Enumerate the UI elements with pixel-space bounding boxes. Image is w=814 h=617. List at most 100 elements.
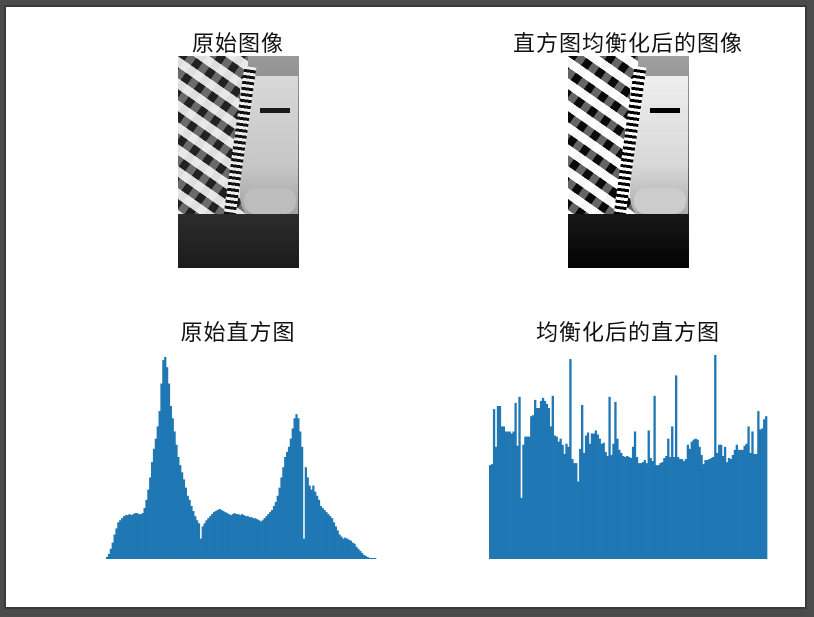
histogram-bar (139, 514, 142, 559)
histogram-bar (592, 433, 596, 559)
histogram-bar (196, 520, 199, 559)
histogram-bar (340, 536, 343, 559)
histogram-bar (598, 438, 601, 559)
histogram-bar (757, 411, 760, 559)
histogram-bar (149, 477, 152, 559)
histogram-bar (565, 443, 568, 559)
histogram-bar (357, 548, 360, 559)
histogram-bar (494, 446, 498, 559)
histogram-bar (106, 556, 109, 559)
histogram-bar (680, 459, 684, 559)
histogram-bar (269, 512, 272, 559)
pants-area (178, 214, 299, 268)
histogram-bar (694, 438, 697, 559)
histogram-bar (113, 534, 116, 559)
histogram-bar (575, 463, 578, 559)
histogram-bar (143, 508, 146, 559)
histogram-bar (156, 426, 159, 559)
histogram-bar (203, 523, 206, 559)
histogram-bar (291, 428, 294, 559)
histogram-bar (237, 514, 240, 559)
histogram-bar (218, 509, 221, 559)
histogram-bar (674, 375, 678, 559)
histogram-bar (692, 439, 695, 559)
histogram-bar (618, 449, 621, 559)
histogram-bar (295, 414, 298, 559)
histogram-bar (498, 406, 502, 559)
histogram-bar (344, 537, 347, 559)
histogram-bar (518, 396, 521, 559)
histogram-bar (737, 449, 740, 559)
histogram-bar (745, 443, 748, 559)
histogram-bar (214, 511, 217, 559)
histogram-bar (561, 444, 564, 559)
histogram-bar (626, 455, 629, 559)
histogram-bar (331, 518, 334, 559)
histogram-bar (257, 520, 261, 559)
histogram-bar (628, 457, 631, 559)
histogram-bar (608, 396, 611, 559)
histogram-bar (696, 439, 699, 559)
histogram-bar (535, 408, 539, 559)
histogram-bar (366, 556, 369, 559)
equalized-image-title: 直方图均衡化后的图像 (512, 32, 744, 57)
histogram-bar (128, 514, 131, 559)
histogram-bar (563, 453, 566, 559)
histogram-bar (723, 446, 727, 559)
histogram-bar (199, 538, 202, 559)
histogram-bar (229, 515, 232, 559)
histogram-bar (673, 457, 676, 559)
histogram-bar (506, 431, 509, 559)
histogram-bar (244, 516, 247, 559)
pants-area (568, 214, 689, 268)
equalized-image (568, 56, 689, 268)
histogram-bar (302, 538, 306, 559)
histogram-bar (637, 463, 641, 559)
histogram-bar (492, 409, 496, 559)
histogram-bar (539, 400, 543, 559)
histogram-bar (720, 444, 723, 559)
histogram-bar (571, 459, 574, 559)
histogram-bar (346, 538, 349, 559)
histogram-bar (489, 465, 492, 559)
histogram-bar (651, 461, 654, 559)
histogram-bar (111, 542, 114, 559)
histogram-bar (220, 510, 223, 559)
histogram-bar (222, 511, 225, 559)
histogram-bar (117, 522, 120, 559)
histogram-bar (151, 462, 154, 559)
histogram-bar (712, 457, 715, 559)
histogram-bar (317, 499, 321, 559)
histogram-bar (126, 515, 129, 559)
histogram-bar (684, 459, 688, 559)
histogram-bar (708, 459, 711, 559)
histogram-bar (624, 457, 627, 559)
histogram-bar (500, 426, 504, 559)
histogram-bar (231, 514, 234, 559)
histogram-bar (192, 511, 195, 559)
histogram-bar (166, 367, 169, 559)
histogram-bar (271, 510, 274, 559)
histogram-bar (364, 555, 367, 559)
histogram-bar (534, 399, 537, 559)
histogram-bar (329, 516, 332, 559)
histogram-bar (132, 514, 135, 559)
original-image-title: 原始图像 (191, 32, 285, 57)
histogram-bar (372, 557, 375, 559)
histogram-bar (197, 523, 201, 559)
histogram-bar (688, 448, 691, 559)
histogram-bar (147, 489, 150, 559)
histogram-bar (706, 460, 709, 559)
histogram-bar (293, 418, 296, 559)
histogram-bar (749, 452, 752, 559)
histogram-bar (211, 514, 214, 559)
histogram-bar (516, 445, 519, 559)
histogram-bar (686, 444, 690, 559)
histogram-bar (579, 448, 582, 559)
histogram-bar (351, 542, 354, 559)
histogram-bar (136, 513, 139, 559)
histogram-bar (622, 455, 625, 559)
histogram-bar (704, 460, 707, 559)
histogram-bar (657, 465, 660, 559)
histogram-bar (162, 360, 165, 559)
